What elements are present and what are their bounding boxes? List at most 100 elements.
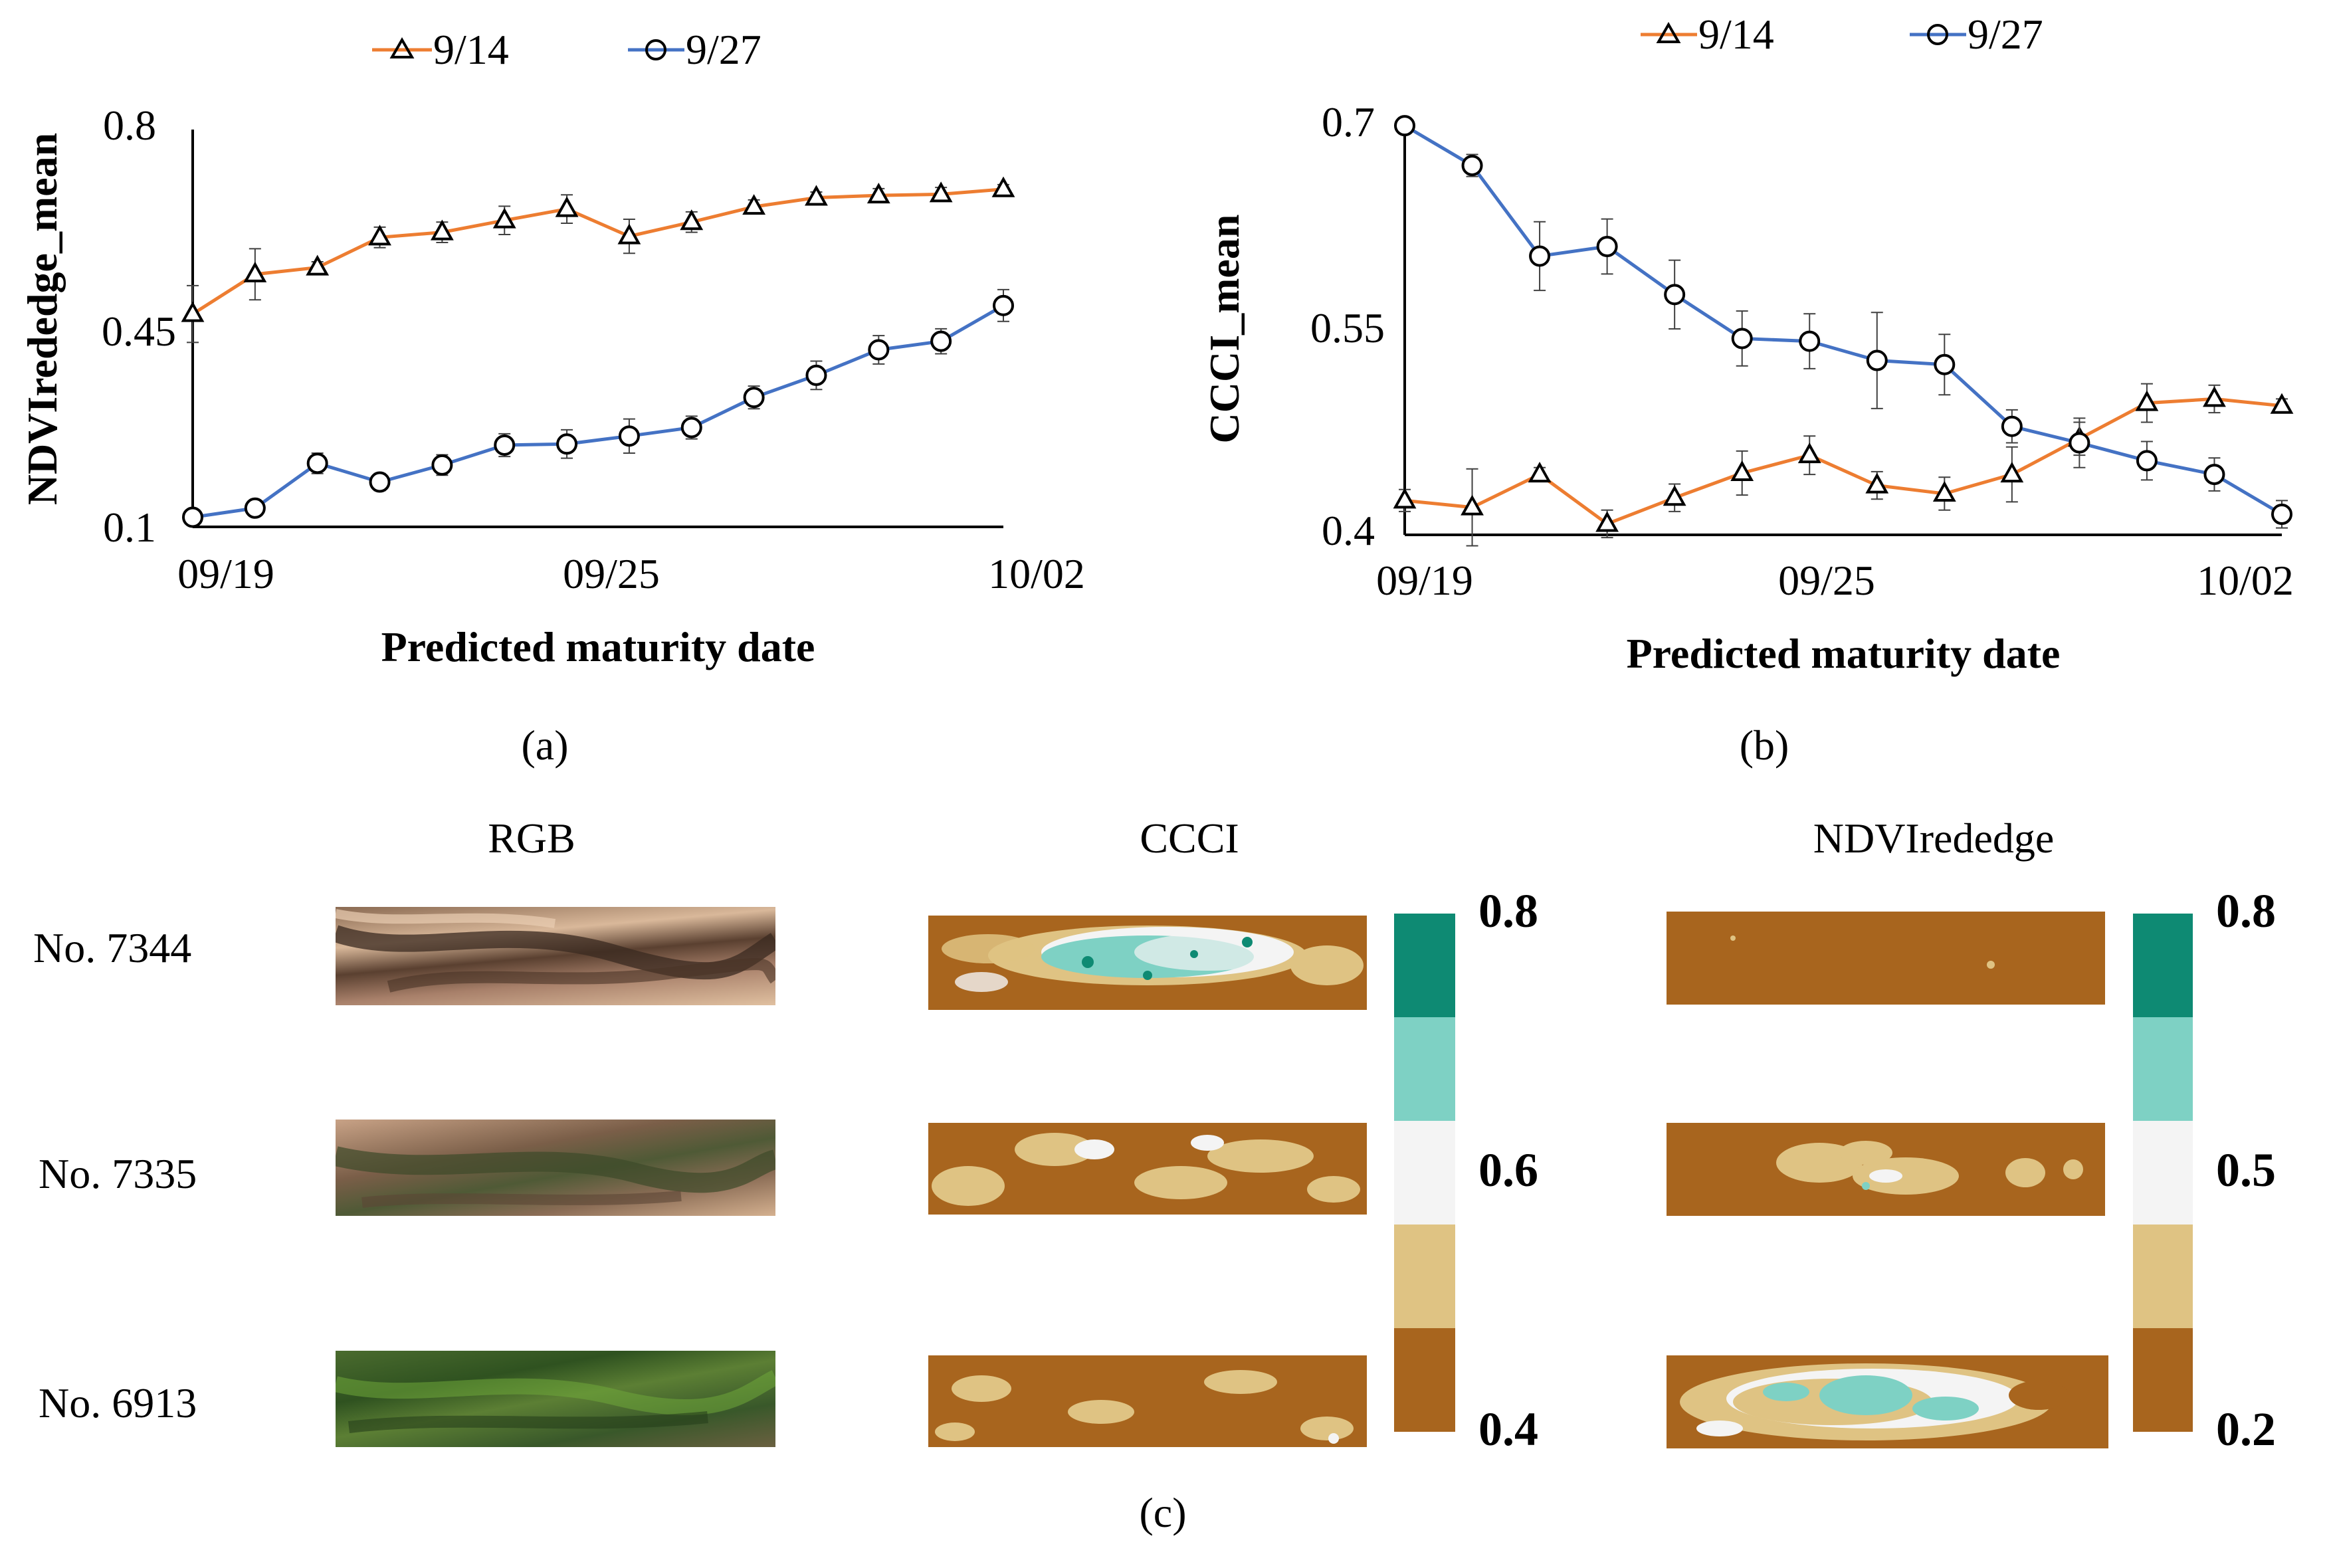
chart-a-point-914-7 xyxy=(617,223,641,245)
chart-b-point-914-5 xyxy=(1730,460,1754,481)
ylabel-a: NDVIrededge_mean xyxy=(19,133,66,506)
caption-a: (a) xyxy=(521,722,569,769)
chart-b-point-927-4 xyxy=(1664,284,1686,306)
chart-a-point-914-11 xyxy=(866,183,890,204)
chart-a-point-914-3 xyxy=(368,225,391,246)
ytick-b-mid: 0.55 xyxy=(1310,304,1385,351)
legend-b-marker-914 xyxy=(1656,21,1681,43)
chart-a: 9/14 9/27 NDVIrededge_mean 0.8 0.45 0.1 … xyxy=(19,26,1085,670)
ndvi-colorbar-label-bottom: 0.2 xyxy=(2216,1403,2276,1456)
ccci-colorbar-label-bottom: 0.4 xyxy=(1478,1403,1538,1456)
chart-a-series-line-927 xyxy=(192,304,1005,519)
ytick-a-mid: 0.45 xyxy=(102,308,176,355)
chart-b-point-927-8 xyxy=(1934,353,1956,375)
chart-a-point-927-10 xyxy=(805,364,827,386)
chart-b-point-914-13 xyxy=(2270,393,2294,414)
chart-a-point-914-4 xyxy=(430,219,454,241)
chart-b-point-914-1 xyxy=(1461,494,1484,516)
chart-b-point-914-6 xyxy=(1797,442,1821,464)
chart-b-point-927-3 xyxy=(1596,236,1618,257)
ccci-texture-7335 xyxy=(932,1133,1360,1206)
legend-a-marker-927 xyxy=(645,39,666,60)
chart-a-point-914-13 xyxy=(991,176,1015,197)
xtick-a-mid: 09/25 xyxy=(563,550,660,597)
rgb-texture-7344 xyxy=(336,909,775,993)
ndvi-texture-6913 xyxy=(1680,1363,2069,1440)
ndvi-map-6913 xyxy=(1667,1355,2108,1448)
chart-a-point-927-12 xyxy=(930,330,952,352)
ndvi-colorbar-swatch-3 xyxy=(2133,1121,2193,1225)
chart-b-point-914-3 xyxy=(1595,511,1619,532)
plot-area-a xyxy=(181,176,1015,528)
chart-b-point-914-11 xyxy=(2135,390,2159,411)
chart-b-point-927-0 xyxy=(1394,115,1415,137)
chart-a-point-927-7 xyxy=(618,425,640,447)
legend-a-marker-914 xyxy=(389,37,415,58)
ccci-colorbar-label-mid: 0.6 xyxy=(1478,1143,1538,1197)
ytick-a-top: 0.8 xyxy=(103,102,156,149)
ccci-map-7335 xyxy=(928,1123,1367,1215)
chart-a-point-927-6 xyxy=(556,433,578,455)
plot-area-b xyxy=(1393,115,2294,547)
legend-a: 9/14 9/27 xyxy=(372,26,761,73)
ndvi-colorbar-swatch-2 xyxy=(2133,1225,2193,1328)
ccci-colorbar-swatch-1 xyxy=(1394,1328,1455,1432)
ccci-colorbar-swatch-3 xyxy=(1394,1121,1455,1225)
ccci-map-6913 xyxy=(928,1355,1367,1447)
chart-a-point-927-9 xyxy=(743,387,765,409)
ndvi-colorbar-label-top: 0.8 xyxy=(2216,884,2276,937)
chart-b-point-914-8 xyxy=(1932,480,1956,502)
chart-a-point-914-1 xyxy=(243,261,267,282)
chart-a-point-914-0 xyxy=(181,301,205,322)
ndvi-map-7335 xyxy=(1667,1123,2105,1216)
rgb-image-6913 xyxy=(336,1351,775,1447)
chart-b: 9/14 9/27 CCCI_mean 0.7 0.55 0.4 09/19 0… xyxy=(1201,11,2294,677)
chart-a-point-914-2 xyxy=(306,254,330,276)
chart-a-point-927-11 xyxy=(868,339,890,361)
rgb-texture-6913 xyxy=(336,1370,775,1433)
chart-a-point-914-12 xyxy=(929,181,953,203)
chart-a-point-914-8 xyxy=(680,209,704,231)
caption-b: (b) xyxy=(1739,722,1789,769)
ndvi-colorbar-label-mid: 0.5 xyxy=(2216,1143,2276,1197)
chart-a-point-914-5 xyxy=(492,207,516,229)
ytick-b-top: 0.7 xyxy=(1322,98,1375,146)
chart-b-point-914-7 xyxy=(1865,472,1889,494)
row-label-7335: No. 7335 xyxy=(39,1150,197,1197)
chart-a-series-line-914 xyxy=(191,187,1004,316)
chart-b-point-927-5 xyxy=(1731,328,1753,349)
chart-b-point-914-9 xyxy=(2000,461,2024,483)
chart-b-point-927-11 xyxy=(2136,450,2158,472)
chart-a-point-927-3 xyxy=(369,471,391,493)
xtick-b-mid: 09/25 xyxy=(1778,557,1875,604)
ccci-texture-7344 xyxy=(942,926,1364,992)
ccci-texture-6913 xyxy=(935,1370,1354,1444)
chart-b-point-914-12 xyxy=(2203,386,2226,407)
chart-b-series-line-927 xyxy=(1403,124,2283,516)
row-label-6913: No. 6913 xyxy=(39,1379,197,1426)
ccci-colorbar xyxy=(1394,914,1455,1432)
chart-a-point-927-13 xyxy=(993,294,1014,316)
chart-a-point-914-6 xyxy=(555,196,579,217)
xtick-a-start: 09/19 xyxy=(177,550,274,597)
ccci-map-7344 xyxy=(928,916,1367,1010)
legend-a-label-914: 9/14 xyxy=(433,26,509,73)
ccci-colorbar-label-top: 0.8 xyxy=(1478,884,1538,937)
ndvi-map-7344 xyxy=(1667,912,2105,1005)
chart-b-point-927-13 xyxy=(2271,504,2292,525)
caption-c: (c) xyxy=(1139,1489,1187,1536)
rgb-texture-7335 xyxy=(336,1146,775,1208)
column-title-ndvi: NDVIrededge xyxy=(1813,815,2055,862)
legend-a-label-927: 9/27 xyxy=(686,26,761,73)
xtick-b-end: 10/02 xyxy=(2197,557,2294,604)
chart-a-point-927-4 xyxy=(431,454,453,476)
ndvi-colorbar-swatch-4 xyxy=(2133,1017,2193,1121)
row-label-7344: No. 7344 xyxy=(33,924,192,971)
ndvi-colorbar-swatch-5 xyxy=(2133,914,2193,1017)
legend-b-label-914: 9/14 xyxy=(1698,11,1774,58)
ndvi-colorbar-swatch-1 xyxy=(2133,1328,2193,1432)
xtick-a-end: 10/02 xyxy=(988,550,1085,597)
chart-b-point-914-0 xyxy=(1393,488,1417,509)
legend-b-label-927: 9/27 xyxy=(1968,11,2043,58)
ccci-colorbar-swatch-5 xyxy=(1394,914,1455,1017)
